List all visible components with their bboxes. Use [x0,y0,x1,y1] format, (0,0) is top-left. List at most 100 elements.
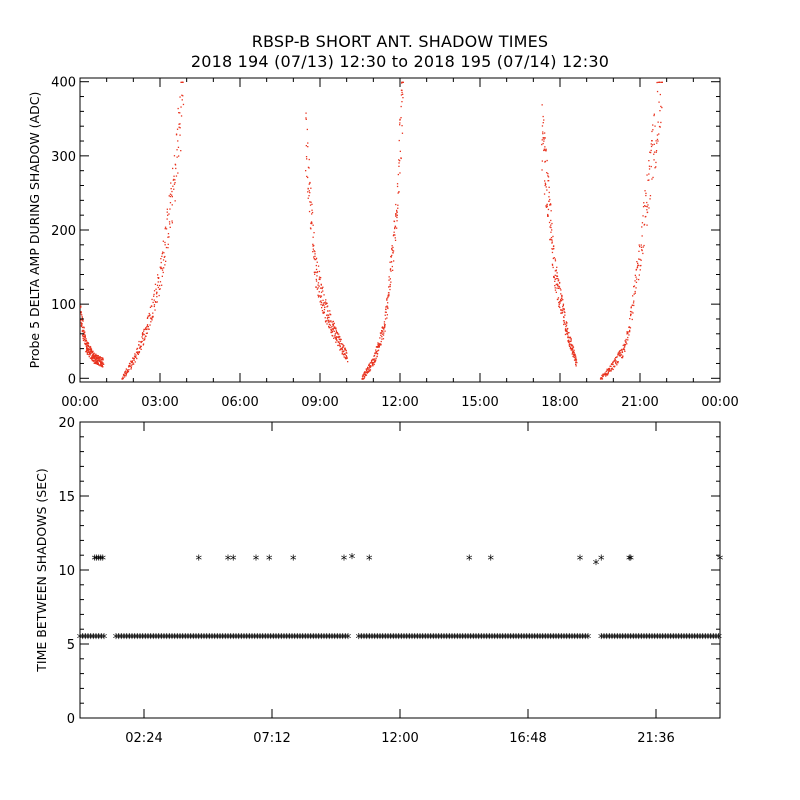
interval-point: * [411,632,418,647]
amp-point [551,248,553,250]
amp-point [393,234,395,236]
amp-point [366,368,368,370]
amp-point [648,179,650,181]
amp-point [396,211,398,213]
interval-point: * [254,632,261,647]
amp-point [394,237,396,239]
amp-point [642,246,644,248]
amp-point [370,365,372,367]
amp-point [145,327,147,329]
amp-point [373,361,375,364]
amp-point [150,318,152,320]
amp-point [565,330,567,332]
amp-point [336,331,338,333]
amp-point [96,361,98,363]
amp-point [338,338,340,341]
interval-x-tick-label: 07:12 [253,731,290,746]
interval-point: * [85,632,92,647]
amp-point [557,297,560,299]
interval-point: * [235,632,242,647]
interval-point: * [619,632,626,647]
amp-point [161,284,163,286]
amp-point [160,267,162,270]
amp-point [327,310,329,312]
amp-point [91,356,93,358]
amp-point [306,175,308,178]
amp-point [620,349,622,351]
interval-point: * [337,632,344,647]
interval-point: * [329,632,336,647]
amp-x-tick-label: 12:00 [381,395,418,410]
amp-point [546,159,548,162]
interval-point: * [233,632,240,647]
interval-point: * [627,554,634,569]
amp-point [319,287,322,289]
amp-point [322,303,324,305]
amp-point [305,156,308,158]
amp-point [318,285,320,287]
amp-point [564,314,566,316]
amp-point [371,359,373,361]
amp-point [394,239,397,241]
amp-point [135,351,138,353]
amp-point [398,162,400,164]
interval-point: * [398,632,405,647]
amp-point [639,258,641,261]
amp-point [312,243,314,245]
amp-point [365,374,367,376]
interval-point: * [193,632,200,647]
amp-point [621,357,624,359]
amp-point [95,360,98,363]
amp-point [399,150,401,152]
amp-point [165,228,168,230]
interval-point: * [481,632,488,647]
amp-point [550,224,552,226]
interval-point: * [667,632,674,647]
amp-point [635,276,637,278]
amp-point [149,324,151,326]
amp-point [323,302,325,304]
amp-point [172,185,174,187]
amp-point [656,134,659,136]
amp-point [550,226,552,229]
amp-point [314,258,316,261]
amp-point [372,364,374,367]
amp-point [99,359,101,362]
amp-point [545,183,547,185]
interval-point: * [369,632,376,647]
amp-point [398,159,400,161]
amp-point [94,356,96,358]
amp-point [554,258,556,260]
amp-point [573,359,576,361]
amp-point [320,283,322,285]
amp-point [148,328,150,330]
amp-point [329,321,331,323]
interval-point: * [273,632,280,647]
amp-point [549,203,552,205]
amp-point [380,344,382,346]
amp-point [551,222,553,225]
interval-point: * [625,632,632,647]
amp-point [646,206,648,208]
amp-point [315,257,318,259]
amp-point [605,370,607,373]
amp-point [554,285,556,287]
amp-point [624,344,626,346]
interval-point: * [710,632,717,647]
amp-point [168,195,170,197]
amp-point [332,335,334,337]
interval-point: * [537,632,544,647]
amp-point [329,327,331,329]
amp-point [554,274,556,276]
amp-point [325,302,327,304]
amp-point [340,338,342,341]
amp-point [332,324,335,326]
amp-point [95,353,97,355]
interval-x-tick-label: 16:48 [509,731,546,746]
amp-point [169,193,172,195]
amp-point [84,331,86,333]
interval-point: * [403,632,410,647]
amp-point [341,347,343,349]
amp-point [650,151,652,154]
